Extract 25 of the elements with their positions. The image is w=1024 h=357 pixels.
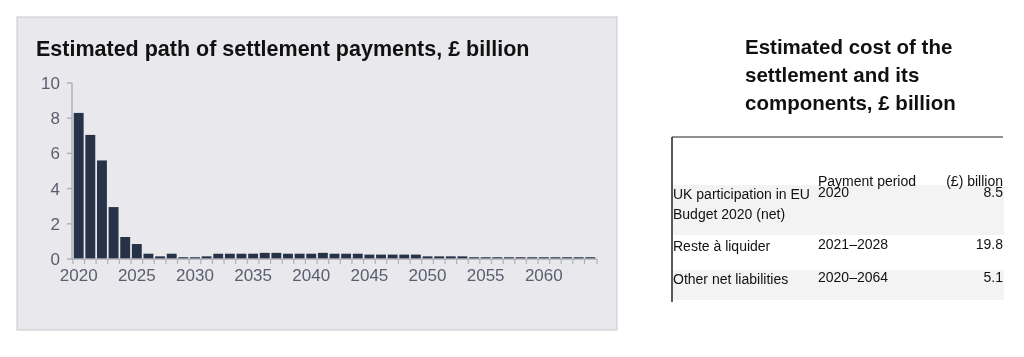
- category-label: UK participation in EU Budget 2020 (net): [673, 186, 810, 222]
- x-tick-label: 2040: [292, 266, 331, 285]
- x-tick-label: 2020: [59, 266, 98, 285]
- data-label: 19.8: [975, 236, 1004, 252]
- x-tick-label: 2035: [234, 266, 273, 285]
- data-label: 5.1: [983, 269, 1004, 285]
- x-tick-label: 2030: [176, 266, 214, 285]
- category-label: Other net liabilities: [673, 271, 789, 287]
- x-tick-label: 2060: [524, 266, 563, 285]
- y-tick-label: 8: [50, 109, 60, 129]
- text: 2020–2064: [818, 269, 889, 285]
- text: (£) billion: [946, 173, 1003, 189]
- x-tick-label: 2045: [350, 266, 389, 285]
- text: 2021–2028: [818, 236, 889, 252]
- y-tick-label: 6: [50, 144, 60, 164]
- x-tick-label: 2050: [408, 266, 447, 285]
- y-tick-label: 10: [41, 73, 60, 93]
- y-tick-label: 2: [50, 214, 60, 234]
- x-tick-label: 2055: [466, 266, 505, 285]
- text: Estimated cost of the settlement and its components, £ billion: [745, 35, 956, 114]
- y-tick-label: 0: [50, 249, 60, 269]
- x-tick-label: 2025: [117, 266, 156, 285]
- chart-title: Estimated path of settlement payments, £ billion: [36, 37, 530, 61]
- y-tick-label: 4: [50, 179, 60, 199]
- category-label: Reste à liquider: [673, 238, 771, 254]
